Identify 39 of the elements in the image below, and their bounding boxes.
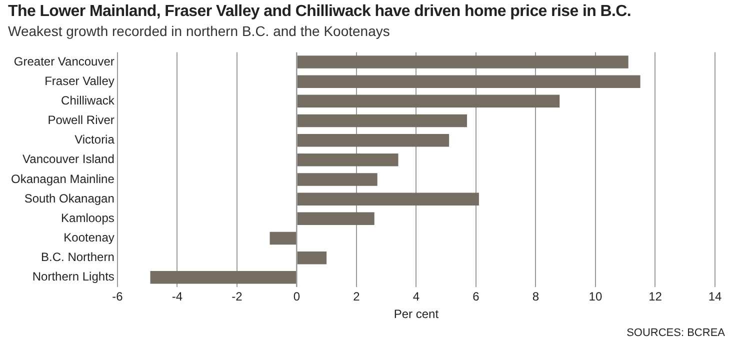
y-tick-label: Fraser Valley <box>44 74 114 88</box>
bar <box>297 94 560 108</box>
y-tick-label: Greater Vancouver <box>14 54 114 68</box>
bar <box>297 114 467 128</box>
source-note: SOURCES: BCREA <box>626 327 725 339</box>
y-tick-label: Vancouver Island <box>22 152 114 166</box>
x-tick-label: -4 <box>172 290 183 304</box>
y-tick-label: Kamloops <box>61 210 114 225</box>
y-tick-label: Northern Lights <box>32 270 114 284</box>
x-tick-label: 4 <box>412 290 420 304</box>
x-tick-label: 10 <box>588 290 602 304</box>
bar <box>297 134 450 147</box>
bar <box>297 192 479 206</box>
bar <box>297 56 628 68</box>
y-tick-label: Kootenay <box>64 230 114 245</box>
y-tick-label: Chilliwack <box>61 93 116 108</box>
bar <box>150 271 296 284</box>
bar <box>270 232 296 245</box>
y-tick-label: Okanagan Mainline <box>10 172 115 186</box>
y-tick-label: Victoria <box>74 132 115 147</box>
y-tick-label: B.C. Northern <box>41 250 114 264</box>
y-tick-label: Powell River <box>48 113 114 128</box>
bar <box>297 251 327 264</box>
chart-subtitle: Weakest growth recorded in northern B.C. and the Kootenays <box>8 23 390 39</box>
x-tick-label: 6 <box>472 290 480 304</box>
x-tick-label: 12 <box>648 290 662 304</box>
bar <box>297 154 398 166</box>
x-tick-label: -6 <box>112 290 124 304</box>
x-tick-label: 2 <box>353 290 360 304</box>
bar <box>297 75 640 88</box>
chart-title: The Lower Mainland, Fraser Valley and Chilliwack have driven home price rise in B.C. <box>8 3 632 21</box>
x-tick-label: 14 <box>708 290 722 304</box>
x-axis-title: Per cent <box>394 307 440 322</box>
bar <box>297 212 374 226</box>
x-tick-label: 8 <box>532 290 540 304</box>
bar <box>297 173 378 186</box>
y-tick-label: South Okanagan <box>24 191 114 206</box>
x-tick-label: 0 <box>293 290 300 304</box>
x-tick-label: -2 <box>232 290 243 304</box>
